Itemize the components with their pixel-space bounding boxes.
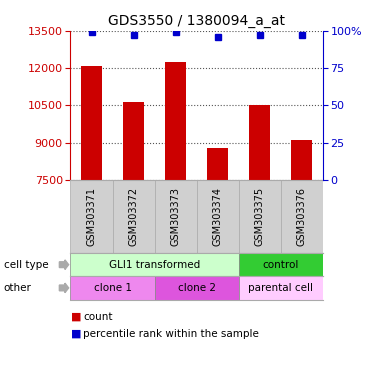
FancyBboxPatch shape: [239, 253, 323, 276]
Bar: [291, 140, 312, 180]
Bar: [207, 148, 228, 180]
Text: GSM303376: GSM303376: [297, 187, 307, 246]
Bar: [81, 66, 102, 180]
FancyBboxPatch shape: [239, 276, 323, 300]
Text: GSM303371: GSM303371: [86, 187, 96, 246]
FancyBboxPatch shape: [197, 180, 239, 253]
FancyBboxPatch shape: [70, 253, 239, 276]
Bar: [165, 62, 186, 180]
Text: other: other: [4, 283, 32, 293]
Text: ■: ■: [70, 329, 81, 339]
Text: count: count: [83, 312, 113, 322]
FancyBboxPatch shape: [155, 276, 239, 300]
Title: GDS3550 / 1380094_a_at: GDS3550 / 1380094_a_at: [108, 14, 285, 28]
Text: clone 1: clone 1: [93, 283, 132, 293]
FancyBboxPatch shape: [239, 180, 281, 253]
Text: percentile rank within the sample: percentile rank within the sample: [83, 329, 259, 339]
Text: GSM303373: GSM303373: [171, 187, 181, 246]
Text: GSM303372: GSM303372: [129, 187, 138, 246]
Text: control: control: [263, 260, 299, 270]
Text: GSM303375: GSM303375: [255, 187, 265, 246]
Text: clone 2: clone 2: [178, 283, 216, 293]
Text: cell type: cell type: [4, 260, 48, 270]
FancyBboxPatch shape: [70, 180, 112, 253]
FancyBboxPatch shape: [70, 276, 155, 300]
FancyBboxPatch shape: [281, 180, 323, 253]
FancyBboxPatch shape: [155, 180, 197, 253]
Text: ■: ■: [70, 312, 81, 322]
Text: parental cell: parental cell: [248, 283, 313, 293]
Text: GSM303374: GSM303374: [213, 187, 223, 246]
Bar: [249, 105, 270, 180]
Text: GLI1 transformed: GLI1 transformed: [109, 260, 200, 270]
FancyBboxPatch shape: [112, 180, 155, 253]
Bar: [123, 102, 144, 180]
